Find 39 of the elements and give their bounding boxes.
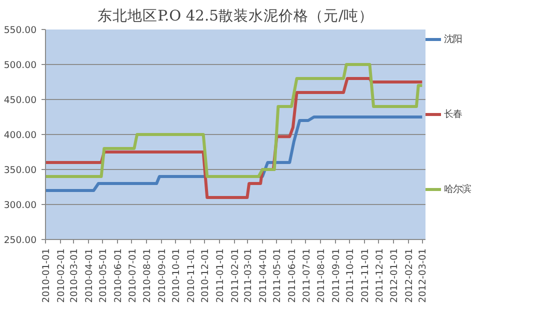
legend-label: 哈尔滨 — [444, 182, 471, 196]
line-series — [46, 63, 424, 178]
x-tick-label: 2011-04-01 — [258, 248, 269, 303]
x-tick-label: 2012-02-01 — [404, 248, 415, 303]
x-tick-label: 2010-06-01 — [112, 248, 124, 303]
y-tick-label: 450.00 — [4, 95, 37, 106]
y-tick-label: 500.00 — [4, 60, 37, 71]
x-tick-label: 2010-03-01 — [69, 248, 80, 303]
x-tick-label: 2012-01-01 — [389, 248, 400, 303]
x-tick-label: 2011-02-01 — [230, 248, 241, 303]
x-tick-label: 2011-08-01 — [316, 248, 328, 303]
x-tick-label: 2010-02-01 — [56, 248, 67, 303]
x-tick-label: 2010-11-01 — [186, 248, 197, 303]
x-tick-label: 2012-03-01 — [418, 248, 429, 303]
x-tick-label: 2010-07-01 — [127, 248, 138, 303]
x-tick-label: 2011-07-01 — [301, 248, 312, 303]
legend-label: 沈阳 — [444, 32, 462, 46]
x-tick-label: 2010-04-01 — [84, 248, 95, 303]
x-tick-label: 2010-05-01 — [98, 248, 110, 303]
x-tick-label: 2010-10-01 — [171, 248, 182, 303]
x-tick-label: 2011-03-01 — [243, 248, 254, 303]
x-tick-label: 2011-01-01 — [215, 248, 226, 303]
chart-title: 东北地区P.O 42.5散装水泥价格（元/吨） — [98, 8, 374, 24]
x-tick-label: 2011-11-01 — [360, 248, 371, 303]
x-tick-label: 2011-06-01 — [287, 248, 298, 303]
x-tick-label: 2010-12-01 — [200, 248, 212, 303]
x-tick-label: 2011-12-01 — [374, 248, 386, 303]
y-tick-label: 250.00 — [4, 235, 37, 246]
y-tick-label: 400.00 — [4, 130, 37, 141]
legend-label: 长春 — [444, 108, 462, 120]
x-tick-label: 2010-09-01 — [156, 248, 168, 303]
x-tick-label: 2011-09-01 — [330, 248, 342, 303]
x-tick-label: 2011-05-01 — [272, 248, 284, 303]
x-tick-label: 2010-08-01 — [142, 248, 154, 303]
y-tick-label: 300.00 — [4, 200, 37, 211]
y-tick-label: 350.00 — [4, 165, 37, 176]
x-tick-label: 2010-01-01 — [41, 248, 52, 303]
y-tick-label: 550.00 — [4, 25, 37, 36]
x-tick-label: 2011-10-01 — [345, 248, 356, 303]
